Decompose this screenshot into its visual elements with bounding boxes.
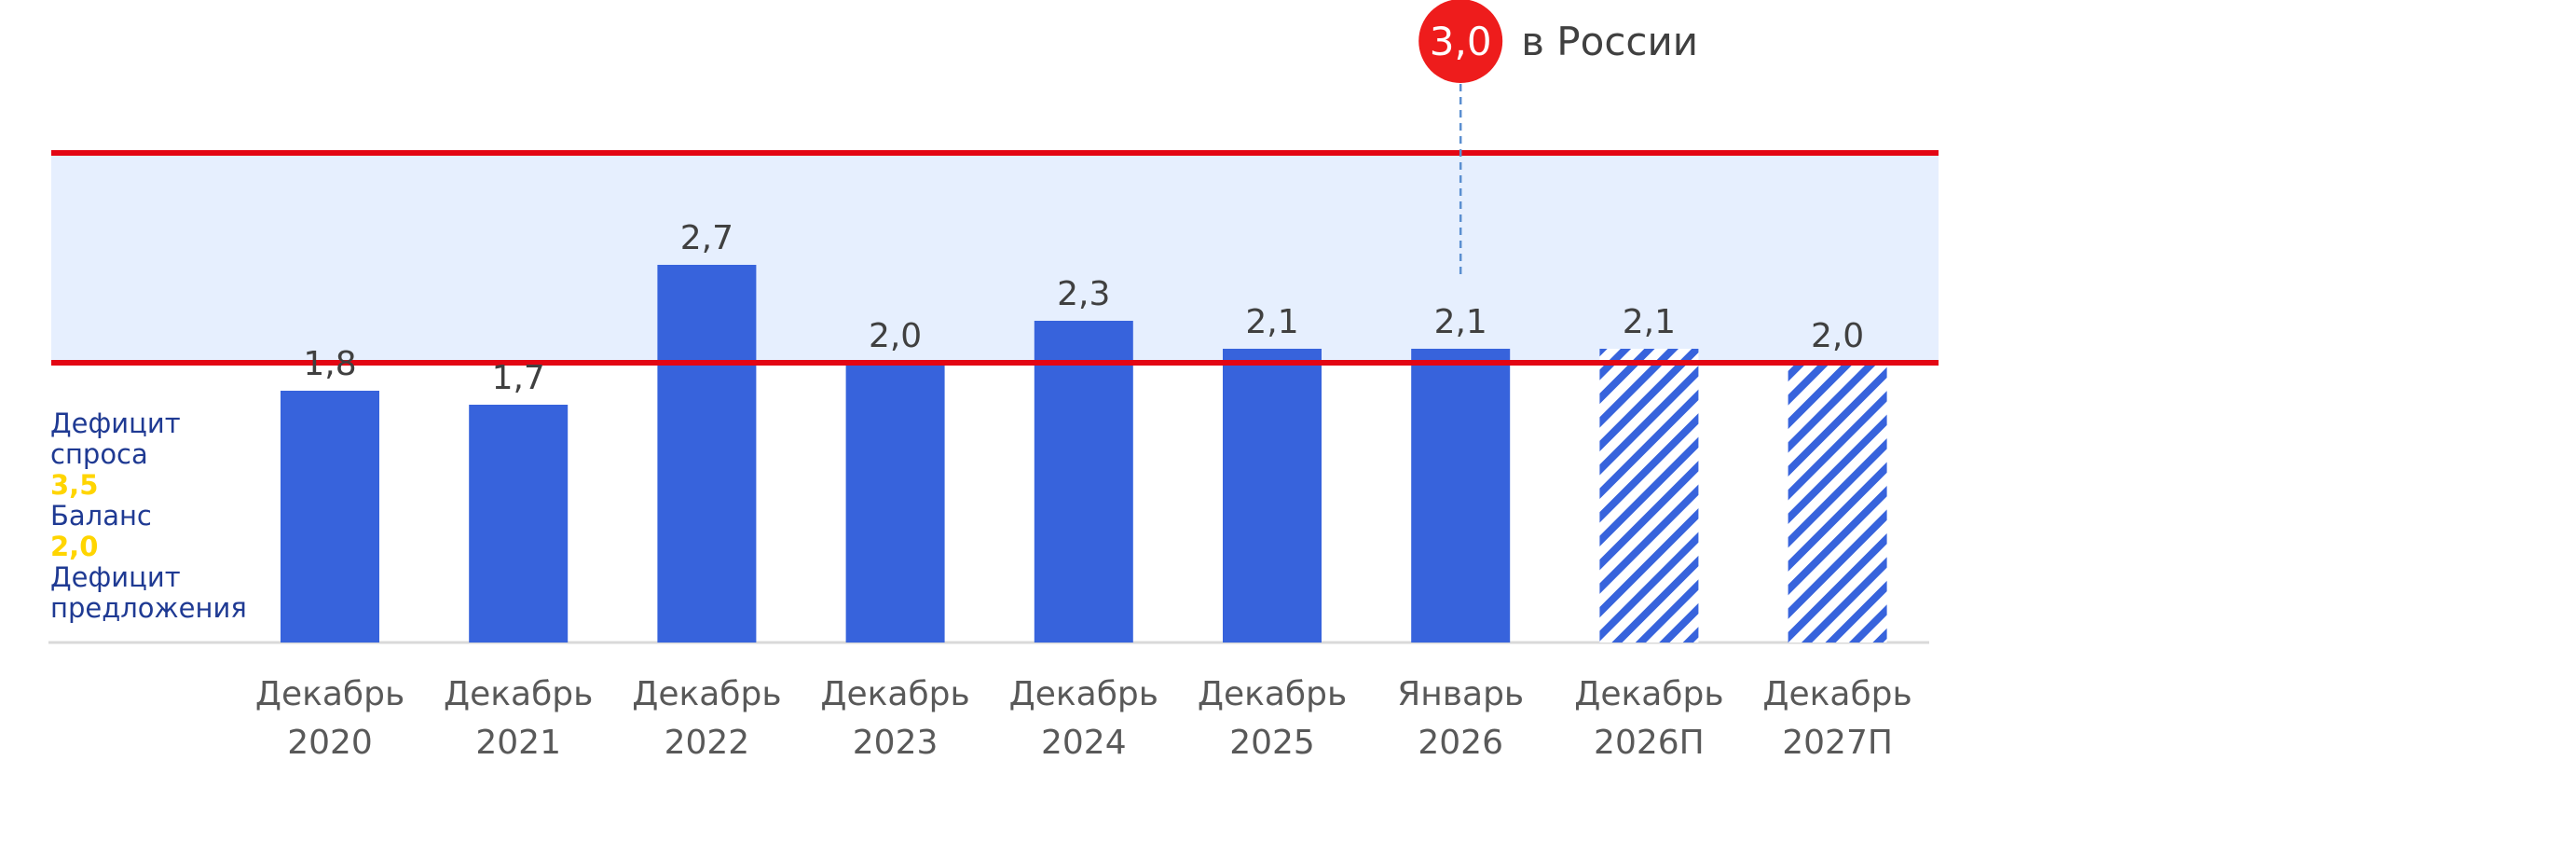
callout-badge [1418, 0, 1503, 83]
side-label-lower-value: 2,0 [50, 531, 98, 562]
bar-5 [1223, 349, 1322, 643]
value-label-5: 2,1 [1245, 303, 1298, 341]
category-label-5-1: 2025 [1229, 724, 1315, 762]
category-label-1-1: 2021 [475, 724, 561, 762]
bar-4 [1034, 321, 1133, 643]
category-label-8-0: Декабрь [1762, 675, 1911, 713]
side-label-deficit-supply-2: предложения [50, 592, 247, 624]
bar-6 [1411, 349, 1511, 643]
category-label-7-1: 2026П [1594, 724, 1705, 762]
value-label-0: 1,8 [303, 345, 356, 383]
side-label-upper-value: 3,5 [50, 469, 98, 501]
side-legend: Дефицит спроса 3,5 Баланс 2,0 Дефицит пр… [50, 408, 247, 624]
side-label-deficit-demand-2: спроса [50, 438, 148, 470]
category-label-1-0: Декабрь [444, 675, 593, 713]
category-label-0-0: Декабрь [255, 675, 404, 713]
value-label-2: 2,7 [680, 219, 733, 257]
bar-2 [657, 265, 757, 643]
side-label-deficit-demand-1: Дефицит [50, 408, 181, 439]
bar-1 [469, 405, 569, 643]
category-label-3-1: 2023 [853, 724, 939, 762]
side-label-deficit-supply-1: Дефицит [50, 561, 181, 593]
category-label-8-1: 2027П [1782, 724, 1893, 762]
category-label-6-0: Январь [1397, 675, 1524, 713]
callout-text: в России [1521, 19, 1698, 64]
value-label-7: 2,1 [1623, 303, 1676, 341]
category-label-6-1: 2026 [1418, 724, 1503, 762]
bar-7 [1599, 349, 1699, 643]
category-label-3-0: Декабрь [820, 675, 969, 713]
value-label-6: 2,1 [1434, 303, 1487, 341]
callout-value: 3,0 [1430, 19, 1492, 64]
category-label-4-0: Декабрь [1009, 675, 1158, 713]
bar-3 [845, 363, 945, 643]
category-label-4-1: 2024 [1041, 724, 1127, 762]
bar-0 [281, 391, 379, 643]
category-label-0-1: 2020 [287, 724, 373, 762]
value-label-1: 1,7 [492, 359, 545, 397]
value-label-8: 2,0 [1811, 317, 1864, 355]
value-label-4: 2,3 [1057, 275, 1110, 313]
side-label-balance: Баланс [50, 500, 152, 532]
category-label-5-0: Декабрь [1198, 675, 1347, 713]
balance-band [51, 153, 1939, 363]
category-label-7-0: Декабрь [1574, 675, 1723, 713]
bar-8 [1788, 363, 1887, 643]
value-label-3: 2,0 [869, 317, 922, 355]
category-label-2-0: Декабрь [632, 675, 781, 713]
category-label-2-1: 2022 [665, 724, 750, 762]
